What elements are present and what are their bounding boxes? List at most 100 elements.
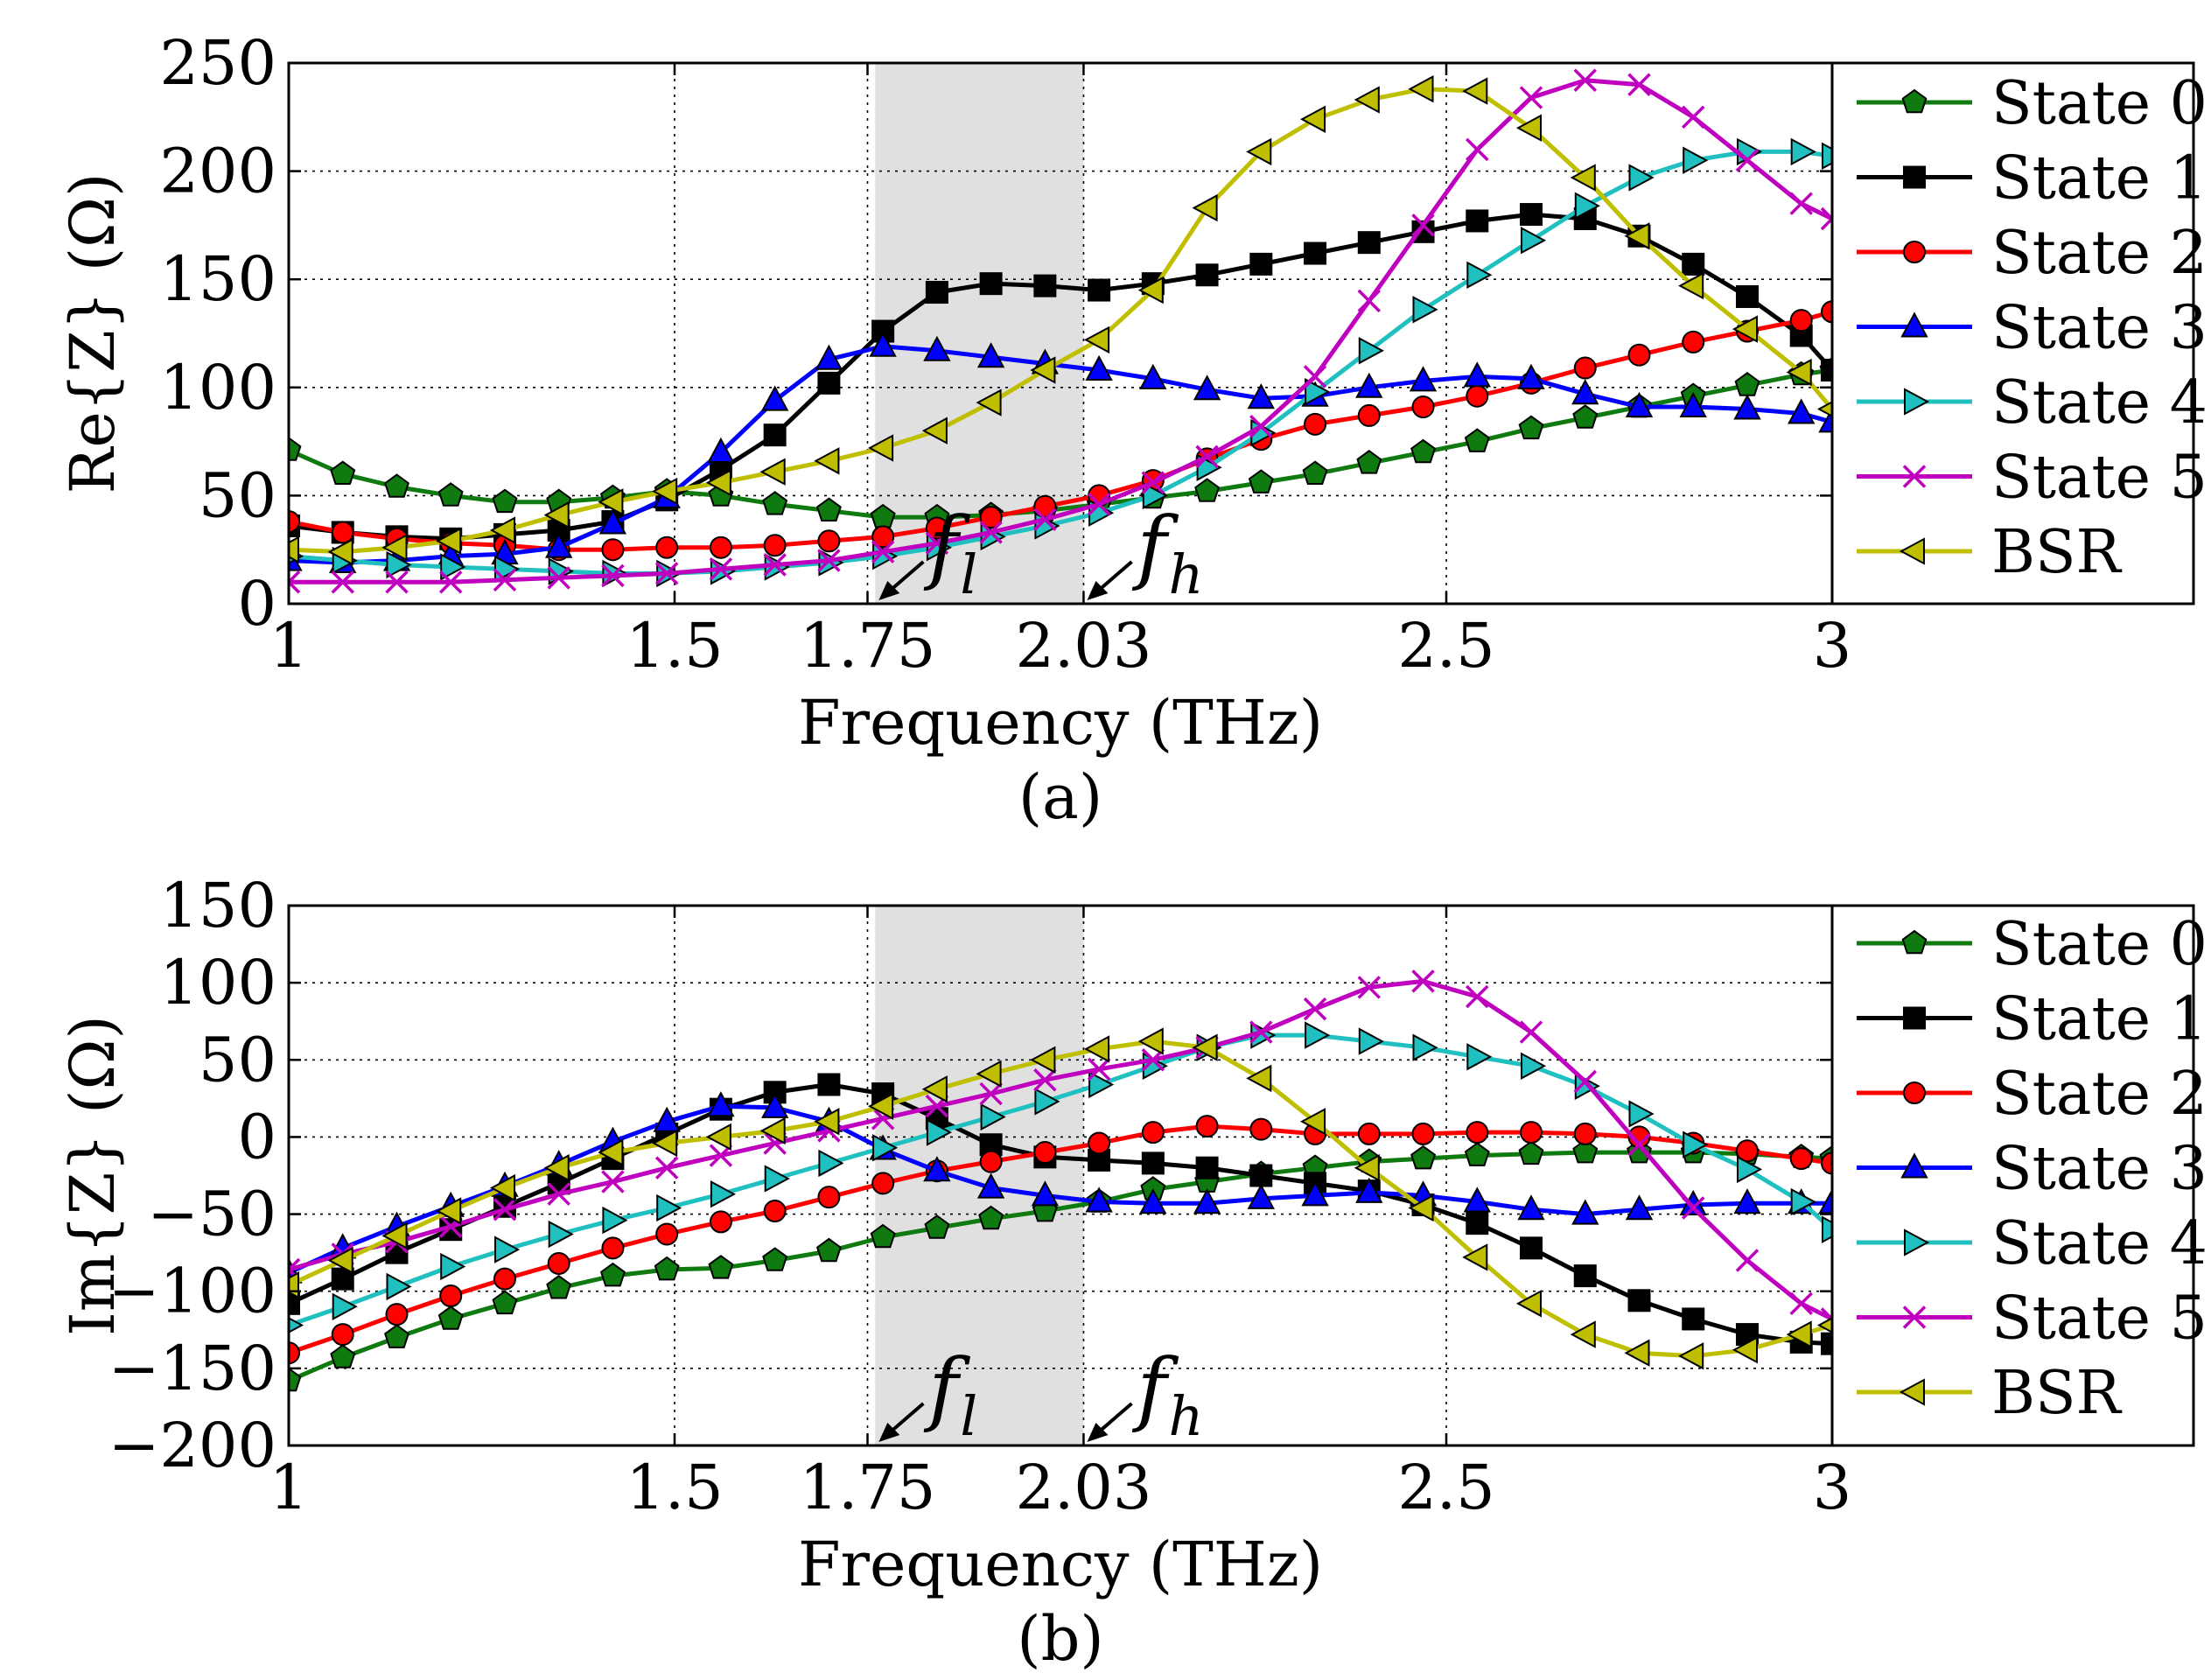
data-point [925,516,948,540]
data-point [707,1091,735,1117]
legend-item: State 2 [1857,219,2208,288]
data-point [1357,1122,1381,1145]
data-point [817,529,841,553]
data-point [708,1255,734,1279]
data-point [384,1324,409,1348]
data-point [1246,1064,1272,1093]
data-point [1466,384,1489,408]
data-point [709,557,733,581]
data-point [440,553,466,581]
x-tick-label: 1.5 [626,1452,723,1523]
data-point [1409,366,1438,392]
data-point [1683,1130,1709,1158]
arrow-head [878,1423,900,1442]
data-point [1301,1180,1329,1207]
data-point [546,1274,572,1299]
data-point [1821,1332,1832,1355]
legend-box [1830,61,2195,606]
data-point [1519,1020,1543,1044]
arrow-head [1087,1423,1109,1442]
data-point [1464,1142,1490,1166]
data-point [1305,378,1331,406]
legend-item: State 5 [1857,444,2208,513]
data-point [1192,193,1218,222]
data-point [330,1344,356,1368]
x-tick-label: 1.5 [626,610,723,682]
y-tick-label: 200 [159,136,276,207]
data-point [1357,976,1382,999]
series-bsr [289,75,1832,566]
y-tick-label: 100 [159,352,276,424]
data-point [1085,1186,1113,1213]
data-point [547,566,570,590]
data-point [1624,1339,1650,1367]
annotation-subscript: l [960,1384,977,1448]
data-point [381,534,408,562]
data-point [1305,1021,1331,1049]
data-point [1357,231,1381,255]
data-point [870,1223,896,1249]
legend-item: State 1 [1857,985,2208,1054]
data-point [872,1134,899,1162]
series-state-5 [289,68,1832,594]
x-tick-label: 3 [1813,610,1852,682]
data-point [494,1236,521,1264]
data-point [1355,1177,1383,1203]
data-point [710,1180,737,1208]
data-point [1625,1194,1654,1221]
legend-marker [1904,1228,1930,1256]
data-point [543,500,570,529]
data-point [1678,1342,1704,1370]
legend-marker [1900,312,1928,338]
data-point [1515,1290,1542,1318]
x-tick-label: 1.75 [800,1452,936,1523]
data-point [1033,508,1057,531]
legend-item: State 3 [1857,294,2208,363]
x-tick-label: 2.5 [1397,1452,1494,1523]
data-point [1571,379,1599,405]
data-point [652,477,678,506]
data-point [764,1165,790,1193]
data-point [762,1247,788,1271]
data-point [705,468,731,497]
data-point [438,570,463,594]
legend-marker [1901,929,1928,955]
data-point [1354,86,1380,114]
legend-label: State 4 [1991,1209,2208,1278]
data-point [925,281,948,304]
data-point [1682,1196,1705,1220]
data-point [817,371,841,395]
data-point [489,516,515,544]
legend-marker [1902,465,1927,488]
data-point [763,534,787,557]
data-point [547,1251,570,1275]
data-point [386,550,412,579]
data-point [1627,1289,1651,1312]
data-point [1193,1188,1221,1214]
data-point [599,1262,626,1287]
data-point [759,1116,786,1145]
data-point [1574,192,1600,220]
data-point [1682,105,1705,130]
data-point [1789,192,1813,215]
data-point [1466,209,1489,233]
data-point [1249,415,1273,438]
y-tick-label: −50 [147,1179,276,1250]
data-point [1627,1133,1651,1157]
data-point [818,1149,844,1178]
data-point [815,497,842,522]
data-point [709,1210,732,1234]
y-tick-label: 250 [159,27,276,99]
data-point [654,1256,680,1281]
data-point [1683,146,1709,174]
data-point [1822,1215,1832,1243]
data-point [1515,114,1542,142]
data-point [1735,1249,1760,1272]
data-point [761,1092,789,1118]
data-point [1571,1199,1599,1225]
annotation-arrow [890,560,925,592]
data-point [1411,970,1435,993]
x-tick-label: 1 [269,610,309,682]
data-point [1355,372,1383,398]
